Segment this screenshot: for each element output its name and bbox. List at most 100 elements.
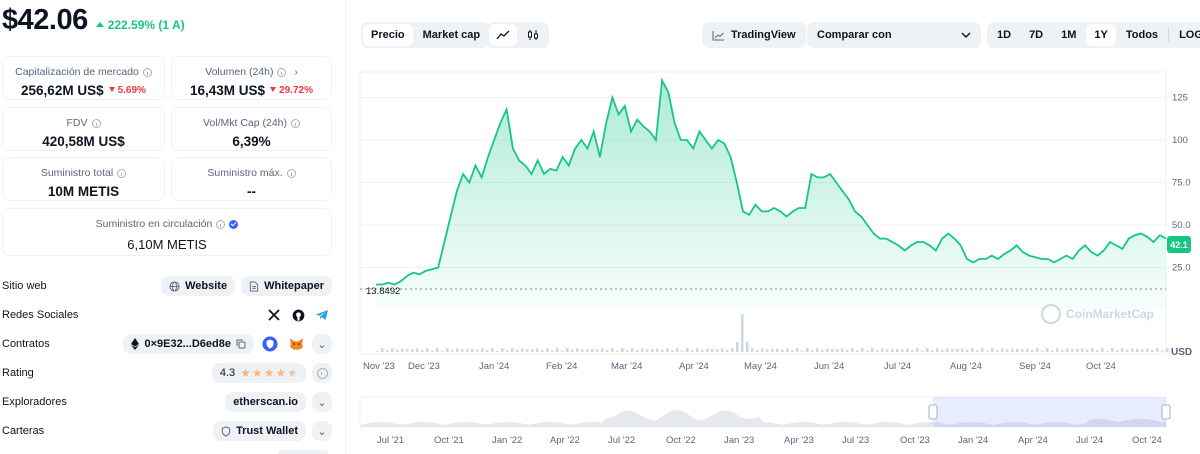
- website-button[interactable]: Website: [161, 276, 236, 296]
- coinmarketcap-logo-icon: [1041, 304, 1061, 324]
- x-tick-label: Oct '24: [1086, 361, 1116, 372]
- volume-bar: [566, 348, 569, 352]
- volume-bar: [921, 350, 924, 352]
- volume-bar: [781, 349, 784, 352]
- volume-bar: [1166, 348, 1169, 352]
- explorer-value: etherscan.io: [233, 396, 298, 408]
- navigator-handle-right[interactable]: [1161, 404, 1171, 420]
- volume-bar: [691, 350, 694, 352]
- chevron-down-icon[interactable]: ⌄: [312, 392, 332, 412]
- volume-bar: [766, 349, 769, 352]
- navigator-x-tick-label: Apr '23: [784, 435, 814, 446]
- compare-dropdown[interactable]: Comparar con: [807, 22, 981, 48]
- volume-bar: [506, 350, 509, 352]
- x-tick-label: Nov '23: [363, 361, 395, 372]
- line-chart-button[interactable]: [489, 24, 517, 46]
- volume-bar: [886, 349, 889, 352]
- explorer-pill[interactable]: etherscan.io: [225, 392, 306, 412]
- volume-bar: [661, 349, 664, 352]
- volume-bar: [581, 349, 584, 352]
- x-tick-label: Mar '24: [611, 361, 642, 372]
- volume-bar: [681, 350, 684, 352]
- info-icon[interactable]: [291, 118, 301, 128]
- tradingview-button[interactable]: TradingView: [702, 22, 806, 48]
- explorers-row: Exploradores etherscan.io ⌄: [2, 391, 332, 413]
- price-line: [376, 77, 1167, 286]
- star-icon: ★: [275, 366, 287, 380]
- explorers-row-label: Exploradores: [2, 396, 67, 408]
- tab-price[interactable]: Precio: [363, 24, 413, 46]
- navigator-x-tick-label: Jan '23: [724, 435, 754, 446]
- metamask-fox-icon[interactable]: [286, 334, 306, 354]
- volume-bar: [496, 350, 499, 352]
- rating-pill[interactable]: 4.3 ★ ★ ★ ★ ★: [211, 363, 306, 383]
- volume-bar: [571, 350, 574, 352]
- volume-card[interactable]: Volumen (24h) › 16,43M US$ 29.72%: [171, 56, 332, 100]
- vol-mkt-value: 6,39%: [232, 134, 271, 149]
- github-icon[interactable]: [288, 305, 308, 325]
- range-1d[interactable]: 1D: [997, 29, 1012, 41]
- chevron-right-icon[interactable]: ›: [294, 66, 298, 78]
- info-icon[interactable]: [91, 118, 101, 128]
- volume-bar: [536, 348, 539, 352]
- info-icon[interactable]: [142, 67, 152, 77]
- volume-bar: [381, 348, 384, 352]
- volume-bar: [761, 348, 764, 352]
- range-1y[interactable]: 1Y: [1086, 24, 1116, 46]
- chevron-down-icon[interactable]: ⌄: [312, 421, 332, 441]
- min-price-label: 13.8492: [366, 286, 400, 297]
- info-icon[interactable]: [277, 67, 287, 77]
- chart-panel: Precio Market cap TradingView Comparar c…: [346, 0, 1200, 454]
- navigator-x-tick-label: Oct '21: [434, 435, 464, 446]
- volume-bar: [956, 349, 959, 352]
- contract-address-pill[interactable]: 0×9E32...D6ed8e: [123, 334, 254, 354]
- y-axis: 125 100 75.0 50.0 25.0: [1172, 93, 1191, 274]
- caret-down-icon: [270, 87, 277, 92]
- shield-icon[interactable]: [260, 334, 280, 354]
- volume-value: 16,43M US$: [190, 83, 266, 98]
- info-icon[interactable]: [312, 363, 332, 383]
- volume-bar: [391, 348, 394, 352]
- volume-bar: [841, 348, 844, 352]
- x-tick-label: Feb '24: [546, 361, 577, 372]
- tab-market-cap[interactable]: Market cap: [422, 29, 481, 41]
- volume-bar: [896, 348, 899, 352]
- log-toggle[interactable]: LOG: [1179, 29, 1200, 41]
- price-chart[interactable]: 125 100 75.0 50.0 25.0 13.8492 42.1 USD Nov …: [346, 0, 1200, 454]
- volume-bar: [441, 350, 444, 352]
- volume-bar: [1001, 348, 1004, 352]
- volume-bar: [826, 348, 829, 352]
- fdv-value: 420,58M US$: [42, 134, 125, 149]
- navigator-handle-left[interactable]: [928, 404, 938, 420]
- wallet-pill[interactable]: Trust Wallet: [213, 421, 306, 441]
- info-icon[interactable]: [286, 168, 296, 178]
- volume-bar: [741, 314, 744, 352]
- candlestick-button[interactable]: [519, 24, 547, 46]
- navigator-selection[interactable]: [933, 397, 1166, 427]
- range-7d[interactable]: 7D: [1029, 29, 1044, 41]
- volume-bar: [1056, 348, 1059, 352]
- price-area: [376, 80, 1166, 310]
- volume-bar: [396, 349, 399, 352]
- info-icon[interactable]: [216, 219, 226, 229]
- volume-bar: [701, 349, 704, 352]
- volume-bar: [861, 348, 864, 352]
- chevron-down-icon[interactable]: ⌄: [312, 334, 332, 354]
- volume-bar: [1031, 349, 1034, 352]
- document-icon: [249, 280, 259, 292]
- volume-bar: [1006, 349, 1009, 352]
- volume-bar: [1146, 348, 1149, 352]
- range-all[interactable]: Todos: [1125, 29, 1159, 41]
- whitepaper-button[interactable]: Whitepaper: [241, 276, 332, 296]
- copy-icon[interactable]: [236, 339, 246, 349]
- x-twitter-icon[interactable]: [264, 305, 284, 325]
- whitepaper-button-label: Whitepaper: [264, 280, 324, 292]
- volume-bar: [1171, 350, 1174, 352]
- info-icon[interactable]: [117, 168, 127, 178]
- volume-bar: [936, 348, 939, 352]
- telegram-icon[interactable]: [312, 305, 332, 325]
- volume-bar: [941, 349, 944, 352]
- volume-bar: [376, 351, 379, 352]
- range-1m[interactable]: 1M: [1061, 29, 1077, 41]
- volume-bar: [1116, 350, 1119, 352]
